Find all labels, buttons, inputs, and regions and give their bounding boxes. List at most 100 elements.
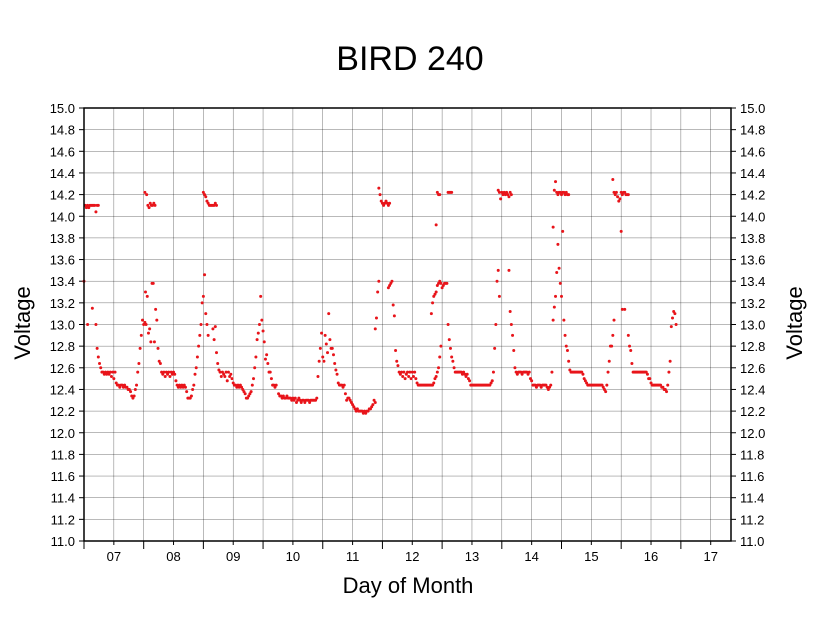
y-tick-label-left: 12.0 <box>50 426 75 441</box>
data-point <box>243 392 247 396</box>
data-point <box>199 323 203 326</box>
data-point <box>183 385 187 389</box>
data-point <box>616 195 620 199</box>
data-point <box>392 314 396 318</box>
data-point <box>99 366 103 370</box>
y-tick-label-right: 11.2 <box>740 512 764 527</box>
y-tick-label-left: 11.4 <box>51 491 75 506</box>
y-tick-label-left: 14.8 <box>50 123 75 138</box>
data-point <box>259 294 263 298</box>
data-point <box>129 390 133 394</box>
data-point <box>567 193 571 197</box>
data-point <box>168 374 172 378</box>
y-tick-label-right: 12.0 <box>740 426 765 441</box>
data-point <box>567 359 571 363</box>
data-point <box>438 355 442 359</box>
data-point <box>559 294 563 298</box>
data-point <box>86 323 90 326</box>
data-point <box>629 348 633 352</box>
data-point <box>324 342 328 346</box>
data-point <box>268 370 272 374</box>
data-point <box>671 316 675 320</box>
x-tick-label: 13 <box>465 549 479 564</box>
data-point <box>413 370 417 374</box>
data-point <box>611 177 615 181</box>
data-point <box>465 372 469 376</box>
data-point <box>565 348 569 352</box>
data-point <box>162 370 166 374</box>
data-point <box>334 368 338 372</box>
data-point <box>254 355 258 359</box>
data-point <box>439 344 443 348</box>
data-point <box>189 394 193 398</box>
data-point <box>321 355 325 359</box>
y-tick-label-right: 11.0 <box>740 534 764 549</box>
data-point <box>317 359 321 363</box>
data-point <box>263 357 267 361</box>
data-point <box>497 294 501 298</box>
x-tick-label: 08 <box>166 549 180 564</box>
data-point <box>493 346 497 350</box>
y-tick-label-left: 14.6 <box>50 144 75 159</box>
data-point <box>158 361 162 365</box>
data-point <box>215 203 219 207</box>
data-point <box>198 333 202 337</box>
data-point <box>226 370 230 374</box>
x-tick-label: 17 <box>703 549 717 564</box>
data-point <box>96 355 100 359</box>
y-tick-label-right: 13.4 <box>740 274 765 289</box>
data-point <box>216 361 220 365</box>
data-point <box>414 377 418 381</box>
data-point <box>551 225 555 229</box>
data-point <box>410 370 414 374</box>
data-point <box>376 290 380 294</box>
data-point <box>173 372 177 376</box>
data-point <box>320 331 324 335</box>
data-point <box>509 193 513 197</box>
data-point <box>495 279 499 283</box>
y-tick-label-left: 12.6 <box>50 361 75 376</box>
data-point <box>343 392 347 396</box>
data-point <box>630 361 634 365</box>
data-point <box>446 323 450 326</box>
y-tick-label-left: 11.0 <box>51 534 75 549</box>
axis-ticks <box>79 107 736 549</box>
data-point <box>626 333 630 337</box>
data-point <box>491 370 495 374</box>
data-point <box>434 374 438 378</box>
y-tick-label-right: 14.6 <box>740 144 765 159</box>
data-point <box>513 366 517 370</box>
data-point <box>673 312 677 316</box>
data-point <box>550 370 554 374</box>
data-point <box>558 281 562 285</box>
data-point <box>377 186 381 190</box>
data-point <box>434 290 438 294</box>
data-point <box>432 381 436 385</box>
data-point <box>262 340 266 344</box>
y-tick-label-left: 13.8 <box>50 231 75 246</box>
data-point <box>431 301 435 305</box>
data-point <box>620 307 624 311</box>
data-point <box>388 201 392 205</box>
data-point <box>468 379 472 383</box>
y-tick-label-right: 14.8 <box>740 123 765 138</box>
y-tick-label-left: 12.2 <box>50 404 75 419</box>
data-point <box>511 333 515 337</box>
data-point <box>205 323 209 326</box>
data-point <box>618 197 622 201</box>
data-point <box>438 193 442 197</box>
data-point <box>552 305 556 309</box>
data-point <box>496 268 500 272</box>
data-point <box>211 327 215 331</box>
data-point <box>378 193 382 197</box>
data-point <box>527 370 531 374</box>
data-point <box>194 366 198 370</box>
data-point <box>561 229 565 233</box>
data-point <box>439 281 443 285</box>
y-tick-label-left: 14.0 <box>50 209 75 224</box>
data-point <box>108 370 112 374</box>
data-point <box>611 333 615 337</box>
data-point <box>215 351 219 355</box>
x-tick-label: 15 <box>584 549 598 564</box>
